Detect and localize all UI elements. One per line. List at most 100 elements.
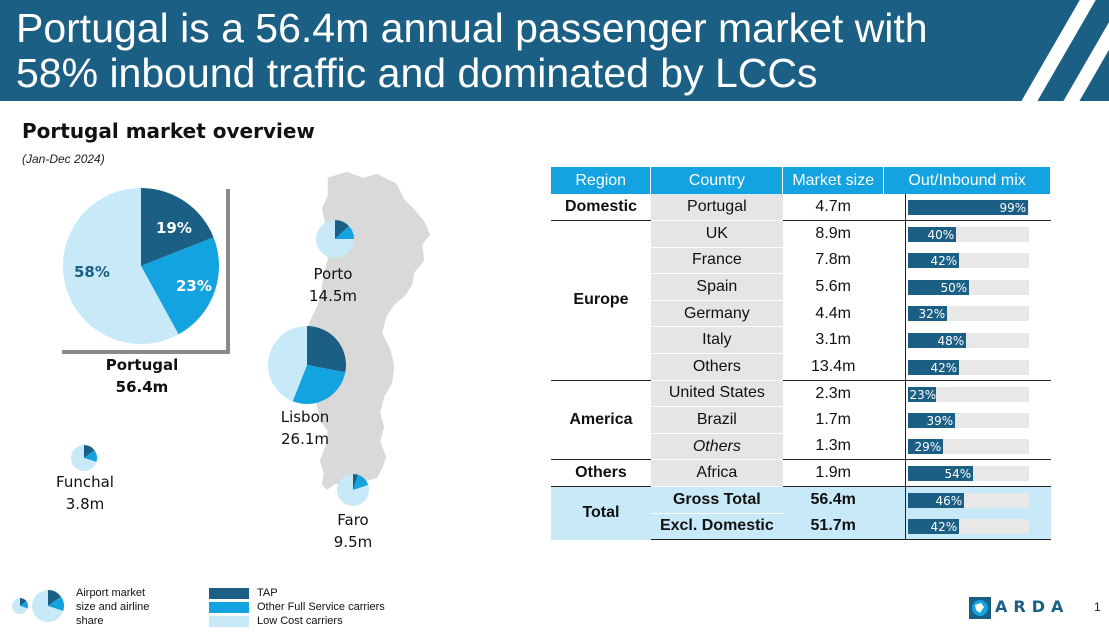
country-cell: France — [650, 247, 783, 275]
mix-bar-fill — [908, 227, 957, 243]
porto-size: 14.5m — [308, 287, 357, 305]
porto-name: Porto — [313, 265, 353, 283]
table-row: America United States 2.3m 23% — [551, 379, 1051, 460]
faro-pie-slice-0 — [353, 474, 358, 490]
mix-bar-label: 32% — [918, 307, 946, 322]
country-cell: Others — [650, 433, 783, 461]
table-row: Excl. Domestic 51.7m 42% — [551, 513, 1051, 541]
mix-cell: 29% — [905, 433, 1051, 460]
table-row: Europe UK 8.9m 40% — [551, 220, 1051, 381]
region-cell: Total — [551, 486, 651, 540]
mix-cell: 42% — [905, 353, 1051, 381]
mix-bar-label: 50% — [940, 280, 968, 295]
porto-pie-slice-1 — [335, 225, 354, 239]
title-banner: Portugal is a 56.4m annual passenger mar… — [0, 0, 1109, 101]
market-size-cell: 1.7m — [815, 411, 851, 429]
country-cell: Spain — [650, 273, 783, 301]
mix-bar-fill — [908, 412, 956, 428]
legend-label-lcc: Low Cost carriers — [257, 615, 343, 627]
mix-cell: 40% — [905, 220, 1051, 248]
spacer-cell — [884, 300, 906, 327]
portugal-pie-slice-1 — [141, 237, 219, 335]
lisbon-pie-slices — [268, 326, 346, 404]
mix-bar-label: 42% — [930, 360, 958, 375]
country-cell: UK — [650, 220, 783, 248]
porto-pie-slice-0 — [335, 220, 349, 239]
market-size-cell: 1.9m — [782, 459, 884, 487]
market-size-cell: 7.8m — [815, 251, 851, 269]
mix-bar-fill — [908, 359, 960, 375]
mix-bar-fill — [908, 332, 967, 348]
market-size-cell: 1.3m — [815, 437, 851, 455]
table-row: Others 1.3m 29% — [551, 433, 1051, 461]
country-cell: Gross Total — [650, 486, 783, 514]
spacer-cell — [884, 274, 906, 301]
mix-bar-fill — [908, 253, 960, 269]
market-table-body: Domestic Portugal 4.7m 99% Europe UK 8.9m 40% Fr… — [551, 194, 1051, 541]
spacer-cell — [884, 327, 906, 354]
mix-bar-label: 54% — [944, 467, 972, 482]
mix-bar-label: 29% — [914, 440, 942, 455]
region-cell: Others — [551, 459, 651, 487]
legend-pie-caption: Airport market size and airline share — [76, 587, 150, 627]
table-row: Others Africa 1.9m 54% — [551, 459, 1051, 488]
mix-cell: 42% — [905, 247, 1051, 274]
country-cell: Others — [650, 353, 783, 381]
table-row: France 7.8m 42% — [551, 247, 1051, 275]
market-size-cell: 2.3m — [782, 379, 884, 407]
legend-label-full-service: Other Full Service carriers — [257, 601, 385, 613]
mix-cell: 23% — [905, 379, 1051, 407]
lisbon-caption: Lisbon 26.1m — [270, 406, 340, 450]
spacer-cell — [884, 247, 906, 274]
mix-bar-fill — [908, 519, 960, 535]
spacer-cell — [883, 379, 906, 407]
table-row: Brazil 1.7m 39% — [551, 406, 1051, 434]
mix-cell: 46% — [905, 486, 1051, 514]
slide-title: Portugal is a 56.4m annual passenger mar… — [16, 5, 928, 96]
market-size-cell: 4.7m — [815, 198, 851, 216]
lisbon-name: Lisbon — [280, 408, 330, 426]
mix-bar-track — [908, 386, 1030, 402]
mix-cell: 50% — [905, 273, 1051, 301]
faro-name: Faro — [337, 511, 369, 529]
header-country: Country — [650, 167, 784, 194]
market-size-cell: 13.4m — [810, 357, 856, 375]
table-row: Spain 5.6m 50% — [551, 273, 1051, 301]
pie-label-full-service: 23% — [176, 277, 212, 295]
mix-bar-fill — [908, 439, 944, 455]
mix-cell: 99% — [905, 194, 1051, 221]
faro-pie-slice-2 — [337, 474, 369, 506]
section-title: Portugal market overview — [22, 119, 315, 143]
country-cell: Brazil — [650, 406, 783, 434]
portugal-size: 56.4m — [115, 378, 169, 396]
region-cell: Europe — [551, 220, 651, 381]
mix-bar-fill — [908, 306, 948, 322]
legend-pie-small-slice-1 — [20, 601, 29, 609]
funchal-pie-slice-1 — [84, 450, 97, 463]
country-cell: Portugal — [650, 194, 783, 222]
legend-pie-small-slice-2 — [12, 598, 28, 614]
lisbon-size: 26.1m — [280, 430, 329, 448]
funchal-airport-pie — [71, 445, 97, 471]
legend-label-tap: TAP — [257, 587, 278, 599]
funchal-pie-slices — [71, 445, 97, 471]
mix-bar-label: 48% — [937, 333, 965, 348]
pie-label-lcc: 58% — [74, 263, 110, 281]
country-cell: Germany — [650, 300, 783, 328]
mix-bar-label: 40% — [927, 228, 955, 243]
header-market-size: Market size — [782, 167, 885, 194]
header-region: Region — [551, 167, 652, 194]
mix-bar-label: 46% — [935, 494, 963, 509]
funchal-size: 3.8m — [65, 495, 105, 513]
mix-bar-label: 39% — [926, 413, 954, 428]
porto-pie-slices — [316, 220, 354, 258]
funchal-pie-slice-2 — [71, 445, 97, 471]
legend-pie-small-slice-0 — [20, 598, 27, 606]
arda-logo-text: ARDA — [995, 597, 1070, 616]
section-subtitle: (Jan-Dec 2024) — [22, 152, 105, 166]
mix-cell: 39% — [905, 406, 1051, 434]
mix-bar-label: 23% — [909, 387, 937, 402]
spacer-cell — [884, 407, 906, 434]
table-row: Italy 3.1m 48% — [551, 326, 1051, 355]
region-cell: America — [551, 379, 651, 460]
